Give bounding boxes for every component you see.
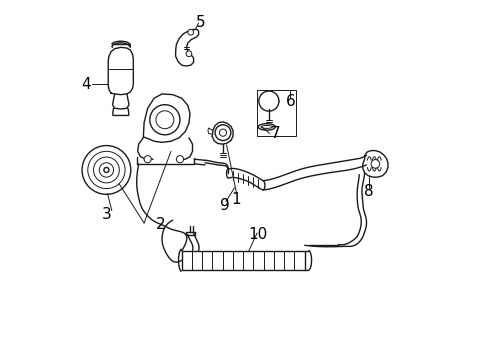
Circle shape [187,30,193,35]
Text: 3: 3 [102,207,111,221]
Text: 7: 7 [271,126,280,141]
Circle shape [176,156,183,163]
Circle shape [265,98,272,105]
Circle shape [258,91,278,111]
Circle shape [149,105,180,135]
Ellipse shape [261,126,272,129]
Circle shape [215,125,230,140]
Circle shape [261,93,276,109]
Text: 8: 8 [364,184,373,199]
Text: 4: 4 [81,77,91,93]
Text: 9: 9 [220,198,229,213]
Circle shape [219,129,226,136]
Circle shape [104,167,109,172]
Bar [257,90,295,136]
Text: 10: 10 [248,227,267,242]
Circle shape [82,145,131,194]
Circle shape [93,157,119,183]
Text: 2: 2 [155,217,165,232]
Circle shape [88,151,125,189]
Ellipse shape [258,124,275,130]
Circle shape [99,163,113,177]
Text: 6: 6 [285,94,295,109]
Text: 5: 5 [196,15,205,30]
Circle shape [156,111,174,129]
Text: 1: 1 [231,192,241,207]
Circle shape [185,51,191,57]
Circle shape [370,159,379,168]
Circle shape [144,156,151,163]
Bar [182,251,304,270]
